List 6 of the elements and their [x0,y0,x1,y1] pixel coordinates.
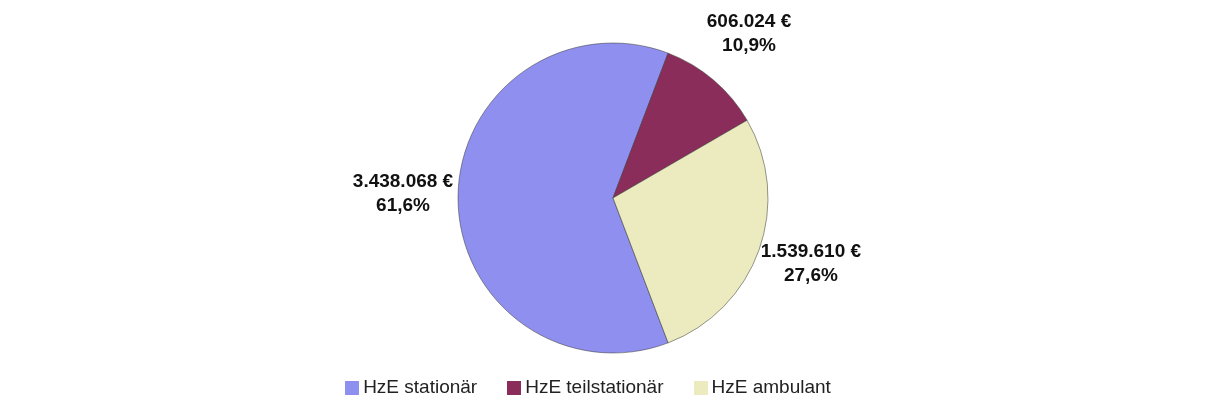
legend-label: HzE ambulant [711,376,831,397]
data-label: 3.438.068 € 61,6% [352,170,454,215]
data-label: 1.539.610 € 27,6% [760,240,862,286]
legend-label: HzE teilstationär [525,376,664,397]
data-label: 606.024 € 10,9% [706,10,792,55]
legend-label: HzE stationär [363,376,478,397]
